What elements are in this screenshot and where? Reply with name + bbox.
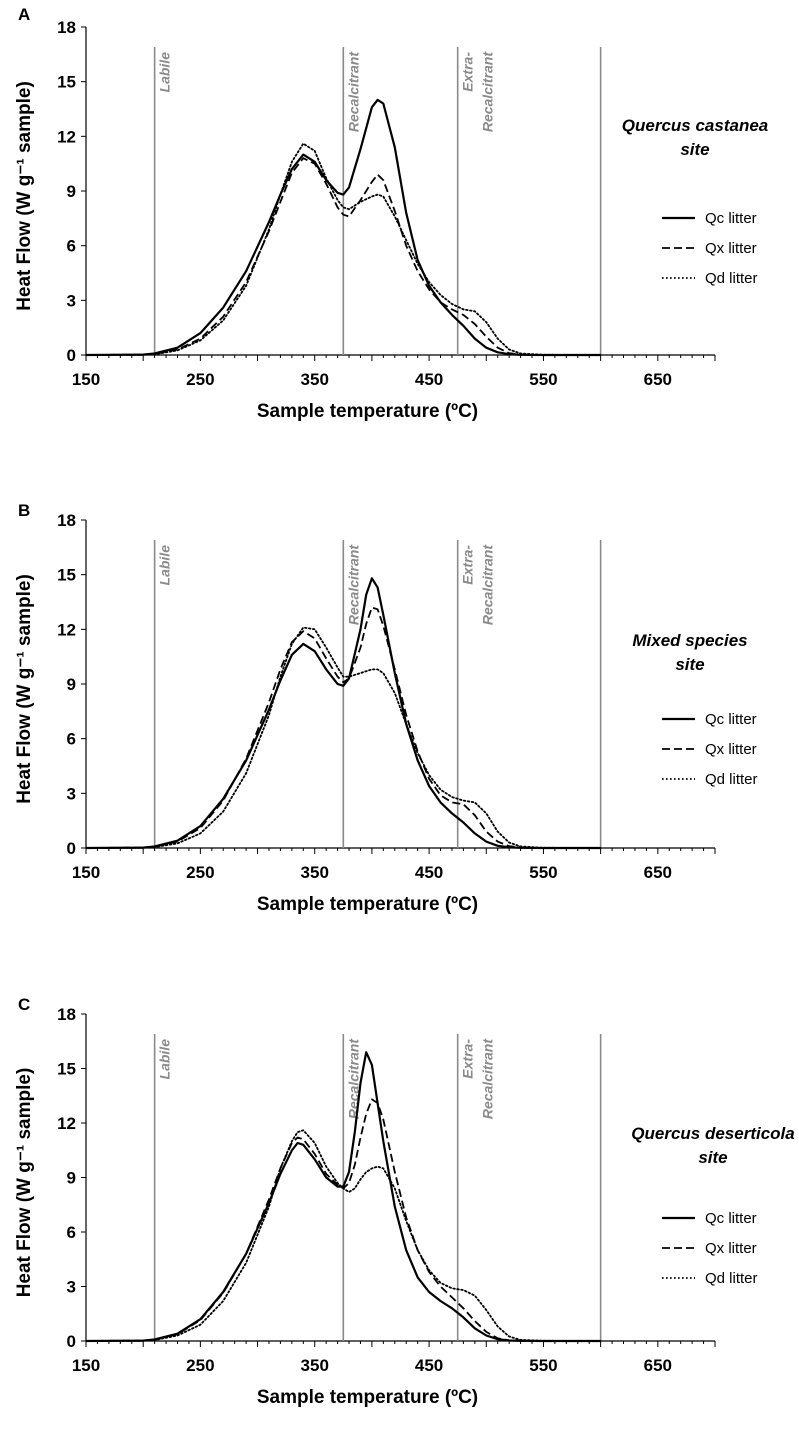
legend-label: Qx litter [705, 1240, 757, 1257]
x-axis-title: Sample temperature (ºC) [257, 1387, 478, 1408]
legend-label: Qd litter [705, 771, 758, 788]
y-tick-label: 6 [67, 730, 76, 749]
y-axis-title: Heat Flow (W g⁻¹ sample) [14, 81, 35, 311]
y-tick-label: 15 [57, 566, 76, 585]
y-tick-label: 12 [57, 127, 76, 146]
series-line-qx [85, 1098, 601, 1342]
site-label: Quercus castanea [622, 116, 768, 135]
site-label: Mixed species [632, 631, 747, 650]
y-tick-label: 3 [67, 784, 76, 803]
y-tick-label: 12 [57, 620, 76, 639]
y-tick-label: 0 [67, 346, 76, 365]
y-axis-title: Heat Flow (W g⁻¹ sample) [14, 1068, 35, 1298]
x-tick-label: 450 [415, 1356, 443, 1375]
region-label: Labile [157, 52, 173, 93]
series-line-qd [85, 626, 602, 849]
series-line-qx [85, 606, 601, 849]
y-tick-label: 18 [57, 18, 76, 37]
region-label: Labile [157, 545, 173, 586]
x-tick-label: 350 [301, 1356, 329, 1375]
region-label: Recalcitrant [345, 1038, 361, 1119]
region-label: Recalcitrant [480, 1038, 496, 1119]
legend-label: Qx litter [705, 741, 757, 758]
panel-letter: A [18, 5, 30, 24]
y-tick-label: 6 [67, 1223, 76, 1242]
y-tick-label: 3 [67, 1278, 76, 1297]
x-tick-label: 650 [644, 863, 672, 882]
legend-label: Qc litter [705, 711, 757, 728]
x-tick-label: 150 [72, 863, 100, 882]
series-line-qd [85, 1129, 602, 1342]
chart-panel-c: C 0 3 6 9 12 15 18 150 250 350 450 550 650 Sample temp… [14, 995, 795, 1408]
region-label: Labile [157, 1039, 173, 1080]
y-tick-label: 15 [57, 1060, 76, 1079]
y-tick-label: 18 [57, 1005, 76, 1024]
legend-label: Qc litter [705, 210, 757, 227]
y-tick-label: 9 [67, 182, 76, 201]
panel-letter: B [18, 501, 30, 520]
site-label: site [698, 1148, 727, 1167]
legend-label: Qd litter [705, 270, 758, 287]
region-label: Extra- [460, 1039, 476, 1079]
x-tick-label: 150 [72, 370, 100, 389]
y-tick-label: 0 [67, 839, 76, 858]
y-tick-label: 6 [67, 237, 76, 256]
y-axis-title: Heat Flow (W g⁻¹ sample) [14, 574, 35, 804]
y-tick-label: 15 [57, 73, 76, 92]
y-tick-label: 0 [67, 1332, 76, 1351]
x-tick-label: 350 [301, 370, 329, 389]
x-tick-label: 650 [644, 370, 672, 389]
x-tick-label: 550 [529, 370, 557, 389]
y-tick-label: 9 [67, 675, 76, 694]
chart-panel-b: B 0 3 6 9 12 15 18 150 250 350 450 550 650 Sample temp… [14, 501, 758, 915]
chart-panel-a: A 0 3 6 9 12 15 18 150 250 350 450 550 650 Sample temp… [14, 5, 768, 422]
site-label: site [675, 655, 704, 674]
x-tick-label: 650 [644, 1356, 672, 1375]
y-tick-label: 18 [57, 511, 76, 530]
region-label: Recalcitrant [345, 544, 361, 625]
y-tick-label: 12 [57, 1114, 76, 1133]
series-line-qd [85, 142, 602, 356]
x-tick-label: 250 [186, 1356, 214, 1375]
x-tick-label: 150 [72, 1356, 100, 1375]
region-label: Recalcitrant [480, 544, 496, 625]
panel-letter: C [18, 995, 30, 1014]
legend-label: Qx litter [705, 240, 757, 257]
x-tick-label: 250 [186, 863, 214, 882]
legend-label: Qc litter [705, 1210, 757, 1227]
region-label: Extra- [460, 52, 476, 92]
x-tick-label: 450 [415, 370, 443, 389]
series-line-qc [85, 98, 601, 357]
region-label: Recalcitrant [480, 51, 496, 132]
x-axis-title: Sample temperature (ºC) [257, 401, 478, 422]
x-tick-label: 250 [186, 370, 214, 389]
site-label: Quercus deserticola [631, 1124, 794, 1143]
x-tick-label: 450 [415, 863, 443, 882]
x-axis-title: Sample temperature (ºC) [257, 894, 478, 915]
x-tick-label: 350 [301, 863, 329, 882]
x-tick-label: 550 [529, 1356, 557, 1375]
series-line-qx [85, 157, 601, 356]
x-tick-label: 550 [529, 863, 557, 882]
y-tick-label: 9 [67, 1169, 76, 1188]
y-tick-label: 3 [67, 291, 76, 310]
region-label: Recalcitrant [345, 51, 361, 132]
legend-label: Qd litter [705, 1270, 758, 1287]
region-label: Extra- [460, 545, 476, 585]
site-label: site [680, 140, 709, 159]
